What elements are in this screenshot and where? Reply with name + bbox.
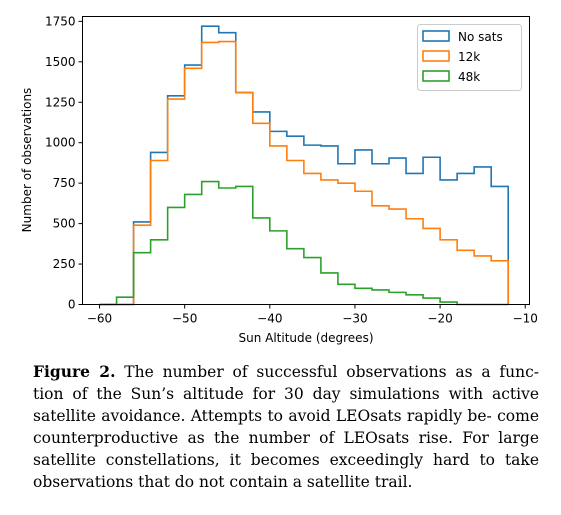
legend-label: No sats [458,30,503,44]
y-tick-label: 750 [53,176,76,190]
x-tick-label: −20 [427,312,452,326]
x-axis-ticks: −60 −50 −40 −30 −20 −10 [87,304,538,326]
y-tick-label: 0 [68,298,76,312]
x-tick-label: −50 [172,312,197,326]
series-line-12k [99,40,510,306]
caption-line-2: tion of the Sun’s altitude for 30 day si… [33,385,539,403]
caption-line-4: come counterproductive as the number of … [33,407,539,447]
legend-swatch [422,30,450,42]
axes-frame [82,16,530,305]
caption-line-6: take observations that do not contain a … [33,451,539,491]
y-tick-label: 1500 [45,55,76,69]
y-tick-label: 250 [53,257,76,271]
legend-label: 12k [458,50,480,64]
legend: No sats 12k 48k [417,24,522,91]
y-tick-label: 1000 [45,136,76,150]
series-line-no-sats [99,25,510,306]
series-line-48k [99,180,509,306]
legend-swatch [422,70,450,82]
y-tick-label: 1750 [45,14,76,28]
y-axis-label: Number of observations [20,88,34,233]
caption-line-3: satellite avoidance. Attempts to avoid L… [33,407,492,425]
caption-line-5: large satellite constellations, it becom… [33,429,539,469]
series-layer [99,25,510,306]
y-tick-label: 1250 [45,95,76,109]
figure-caption: Figure 2. The number of successful obser… [33,361,539,493]
x-tick-label: −40 [257,312,282,326]
y-axis-ticks: 0 250 500 750 1000 1250 1500 1750 [45,14,83,312]
x-tick-label: −10 [513,312,538,326]
legend-swatch [422,50,450,62]
x-tick-label: −60 [87,312,112,326]
caption-label: Figure 2. [33,362,116,381]
x-tick-label: −30 [342,312,367,326]
histogram-chart: −60 −50 −40 −30 −20 −10 0 250 500 750 1000 1250 150… [20,14,538,345]
y-tick-label: 500 [53,217,76,231]
caption-line-1: The number of successful observations as… [124,363,539,381]
x-axis-label: Sun Altitude (degrees) [238,331,373,345]
legend-label: 48k [458,70,480,84]
